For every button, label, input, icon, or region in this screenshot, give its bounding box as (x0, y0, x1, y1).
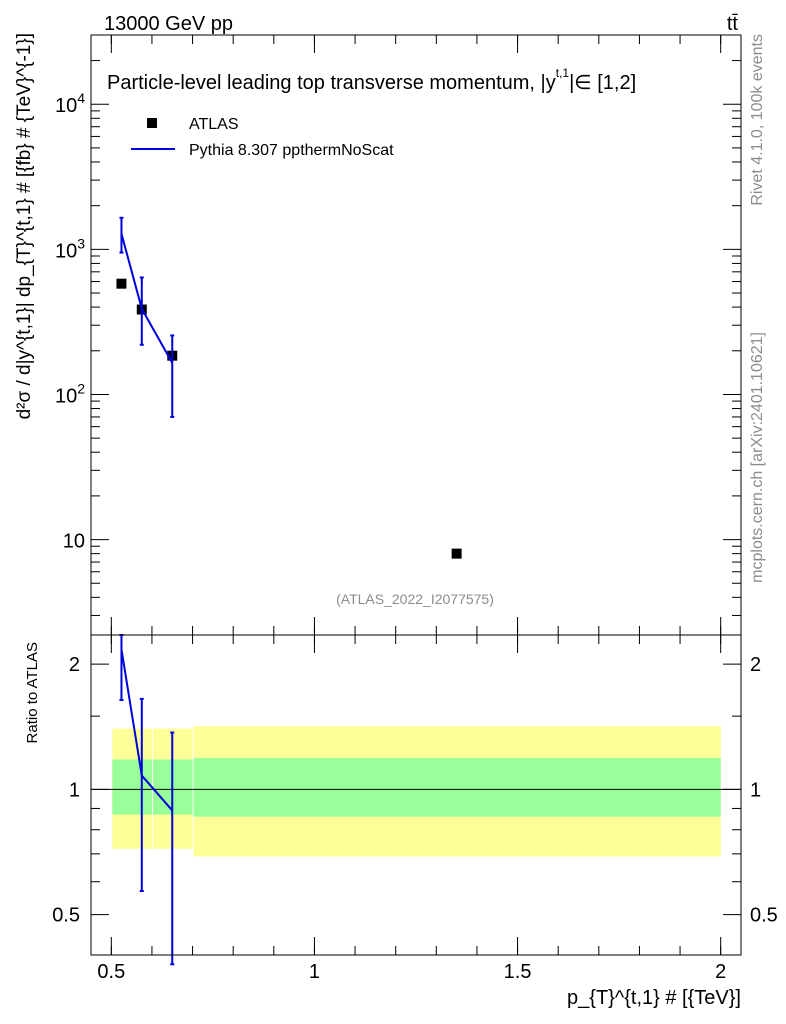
mcplots-label: mcplots.cern.ch [arXiv:2401.10621] (749, 332, 766, 583)
ratio-y-tick-label-left: 2 (69, 654, 80, 676)
x-axis-label: p_{T}^{t,1} # [{TeV}] (567, 987, 741, 1009)
ratio-bands (112, 726, 721, 857)
main-title: Particle-level leading top transverse mo… (107, 66, 636, 94)
rivet-label: Rivet 4.1.0, 100k events (749, 34, 766, 206)
main-ticks: 104 103 102 10 (55, 34, 741, 635)
legend-atlas-label: ATLAS (189, 116, 239, 133)
ratio-y-tick-label-left: 0.5 (52, 905, 80, 927)
main-y-tick-label: 10 (63, 531, 85, 553)
energy-label: 13000 GeV pp (104, 13, 233, 35)
x-tick-label: 1 (309, 961, 320, 983)
atlas-point (451, 548, 462, 559)
main-panel: 104 103 102 10 Particle-level leading top t… (14, 33, 742, 636)
stat-band (112, 759, 152, 815)
ratio-y-tick-label-left: 1 (69, 779, 80, 801)
stat-band (193, 757, 721, 817)
analysis-watermark: (ATLAS_2022_I2077575) (336, 591, 494, 607)
ratio-frame (90, 634, 742, 956)
legend-pythia-label: Pythia 8.307 ppthermNoScat (189, 142, 394, 159)
ratio-y-tick-label-right: 1 (750, 779, 761, 801)
pythia-line (120, 233, 174, 364)
x-tick-label: 1.5 (504, 961, 532, 983)
ratio-pythia-line (120, 649, 174, 812)
ratio-y-tick-label-right: 2 (750, 654, 761, 676)
main-y-tick-label: 103 (55, 235, 85, 262)
ratio-y-tick-label-right: 0.5 (750, 905, 778, 927)
atlas-point (116, 278, 127, 289)
ratio-panel: 2 2 1 1 0.5 0.5 0.5 1 1.5 2 Ratio to ATLAS p_{T}^… (24, 634, 778, 1009)
main-marks (116, 216, 462, 559)
legend-atlas-marker (147, 118, 157, 128)
process-label: tt̄ (727, 13, 739, 35)
main-y-tick-label: 104 (55, 90, 85, 117)
ratio-ticks: 2 2 1 1 0.5 0.5 0.5 1 1.5 2 (52, 635, 778, 983)
main-y-tick-label: 102 (55, 380, 85, 407)
x-tick-label: 2 (715, 961, 726, 983)
main-y-axis-label: d²σ / d|y^{t,1}| dp_{T}^{t,1} # [{fb} # … (14, 33, 35, 419)
ratio-y-axis-label: Ratio to ATLAS (24, 642, 41, 743)
x-tick-label: 0.5 (97, 961, 125, 983)
